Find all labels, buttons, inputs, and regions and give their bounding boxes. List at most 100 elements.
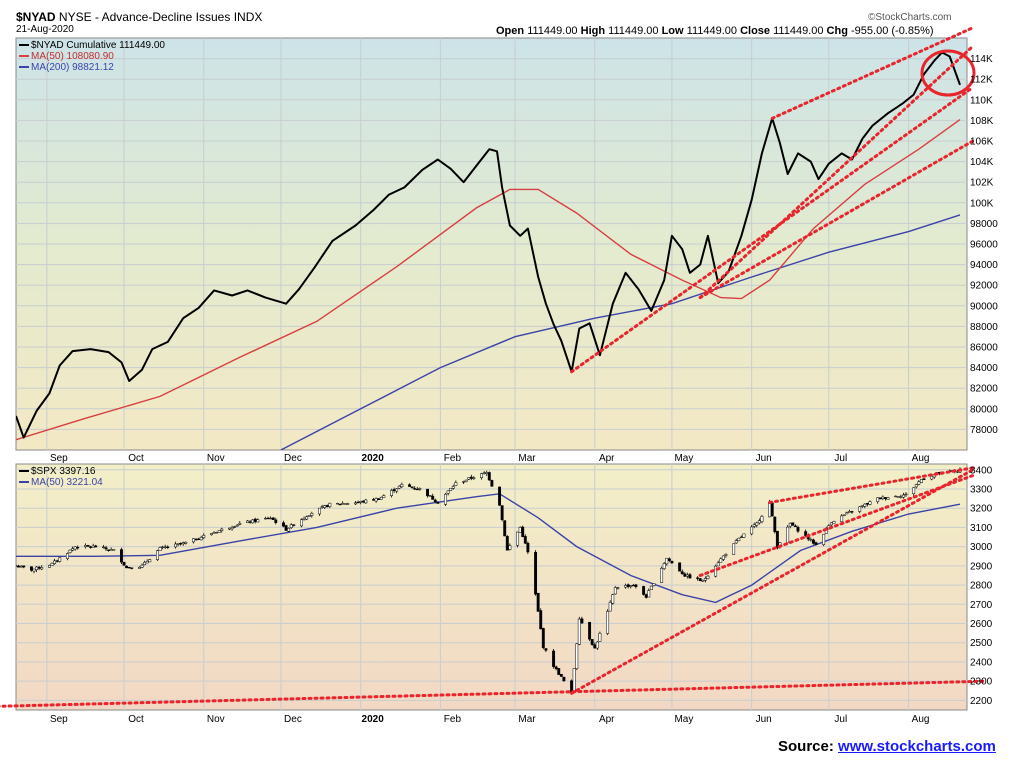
legend-ma200: MA(200) 98821.12 <box>19 62 165 73</box>
spx-candle <box>883 497 887 499</box>
top-y-tick-label: 100K <box>970 198 994 209</box>
spx-candle <box>354 502 357 505</box>
spx-candle <box>444 493 448 505</box>
top-trendlines <box>570 26 976 374</box>
top-gridlines <box>16 38 967 450</box>
top-x-tick-label: Oct <box>128 453 144 464</box>
spx-candle <box>644 594 648 598</box>
nyad-line <box>16 51 961 439</box>
bottom-y-tick-label: 2700 <box>970 600 993 611</box>
chg-label: Chg <box>826 25 848 37</box>
spx-candle <box>680 571 684 575</box>
spx-candle <box>341 503 345 505</box>
spx-candle <box>554 666 558 670</box>
spx-candle <box>734 540 738 544</box>
spx-candle <box>436 502 440 504</box>
spx-candle <box>732 543 736 555</box>
spx-candle <box>19 565 23 568</box>
bottom-x-tick-label: Sep <box>50 714 68 725</box>
spx-candle <box>343 503 347 505</box>
spx-candle <box>158 547 162 551</box>
ohlc-readout: Open 111449.00 High 111449.00 Low 111449… <box>496 25 934 37</box>
bottom-x-tick-label: 2020 <box>362 714 385 725</box>
spx-candle <box>575 643 579 669</box>
spx-candle <box>413 488 417 490</box>
spx-candle <box>65 553 69 559</box>
close-value: 111449.00 <box>773 25 824 37</box>
spx-candle <box>647 590 651 598</box>
spx-candle <box>415 488 419 491</box>
spx-candle <box>176 543 180 545</box>
spx-candle <box>107 549 111 551</box>
bottom-x-tick-label: May <box>674 714 693 725</box>
ma50-line <box>16 119 961 441</box>
spx-candle <box>788 523 792 527</box>
spx-candle <box>156 550 159 560</box>
spx-candle <box>487 472 491 481</box>
spx-candle <box>374 498 378 502</box>
watermark: ©StockCharts.com <box>868 12 952 23</box>
spx-candle <box>310 513 314 516</box>
top-legend: $NYAD Cumulative 111449.00 MA(50) 108080… <box>19 40 165 73</box>
top-x-tick-label: Apr <box>599 453 615 464</box>
spx-candle <box>145 561 149 564</box>
source-credit: Source: www.stockcharts.com <box>778 738 996 755</box>
spx-candle <box>125 565 129 569</box>
spx-candle <box>793 525 797 528</box>
spx-candle <box>760 516 764 522</box>
spx-candle <box>287 528 291 532</box>
spx-candle <box>552 650 556 668</box>
spx-candle <box>480 473 484 478</box>
spx-candle <box>683 573 687 577</box>
spx-candle <box>724 554 728 556</box>
spx-candle <box>50 562 54 566</box>
spx-candle <box>490 480 494 487</box>
spx-candle <box>251 519 255 524</box>
top-y-tick-label: 88000 <box>970 322 998 333</box>
top-x-tick-label: Jun <box>756 453 772 464</box>
spx-candle <box>534 551 538 595</box>
spx-candle <box>467 477 471 480</box>
spx-candle <box>649 585 653 590</box>
spx-candle <box>631 584 635 587</box>
spx-candle <box>868 501 872 505</box>
spx-candle <box>379 496 383 500</box>
spx-candle <box>652 583 656 586</box>
spx-candle <box>127 567 131 569</box>
spx-candle <box>112 549 116 551</box>
spx-candle <box>688 574 692 579</box>
spx-candle <box>292 524 296 526</box>
bottom-trendline <box>570 468 975 695</box>
spx-candle <box>336 503 339 505</box>
bottom-y-tick-label: 3200 <box>970 504 993 515</box>
source-link[interactable]: www.stockcharts.com <box>838 738 996 755</box>
spx-candle <box>894 495 898 498</box>
spx-candle <box>580 618 584 624</box>
spx-candle <box>930 476 934 480</box>
spx-candle <box>842 514 846 516</box>
bottom-x-tick-label: Dec <box>284 714 302 725</box>
spx-candle <box>408 484 411 487</box>
spx-candle <box>505 536 509 551</box>
spx-candle <box>356 501 360 504</box>
bottom-y-tick-label: 2300 <box>970 677 993 688</box>
chart-title: $NYAD NYSE - Advance-Decline Issues INDX <box>16 10 263 24</box>
spx-candle <box>629 585 633 587</box>
spx-candle <box>832 521 836 524</box>
bottom-y-tick-label: 2800 <box>970 581 993 592</box>
spx-candle <box>300 519 303 527</box>
spx-candle <box>881 496 885 500</box>
spx-candle <box>446 490 450 494</box>
spx-candle <box>698 578 702 582</box>
bottom-trendline <box>768 466 975 504</box>
spx-candle <box>454 482 458 486</box>
spx-candle <box>47 565 51 568</box>
bottom-y-tick-label: 3000 <box>970 542 993 553</box>
spx-candle <box>397 485 401 489</box>
bottom-y-tick-label: 2600 <box>970 619 993 630</box>
spx-candle <box>667 558 671 561</box>
spx-candle <box>148 559 152 563</box>
bottom-x-tick-label: Nov <box>207 714 225 725</box>
spx-candle <box>595 641 599 649</box>
spx-candle <box>359 501 363 503</box>
